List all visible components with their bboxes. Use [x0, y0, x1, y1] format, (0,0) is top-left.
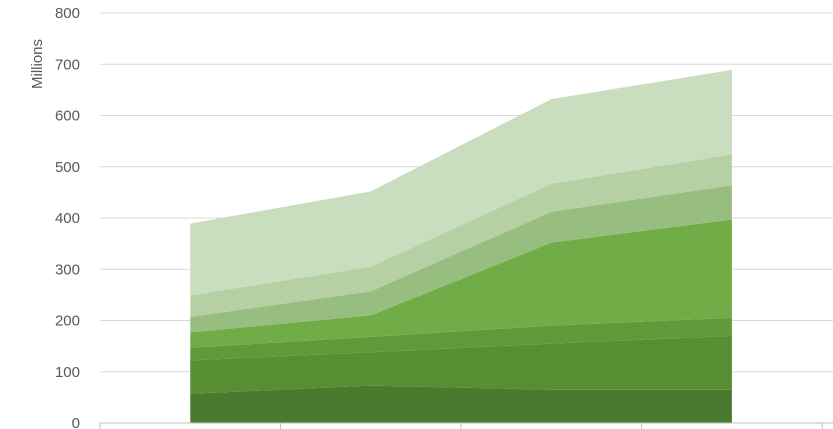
- area-series-7: [190, 69, 732, 296]
- y-tick-label: 200: [55, 313, 80, 330]
- y-tick-label: 0: [72, 415, 80, 429]
- y-tick-label: 600: [55, 108, 80, 125]
- y-tick-label: 400: [55, 210, 80, 227]
- y-tick-label: 500: [55, 159, 80, 176]
- y-tick-label: 800: [55, 5, 80, 22]
- area-series-2: [190, 335, 732, 394]
- area-series-3: [190, 317, 732, 361]
- area-series-5: [190, 185, 732, 333]
- area-series-group: [190, 69, 732, 423]
- area-series-4: [190, 219, 732, 348]
- y-tick-label: 700: [55, 56, 80, 73]
- area-series-1: [190, 385, 732, 423]
- y-tick-label: 300: [55, 261, 80, 278]
- area-series-6: [190, 154, 732, 317]
- axes: 0 100 200 300 400 500 600 700 800: [55, 5, 833, 429]
- y-tick-label: 100: [55, 364, 80, 381]
- y-axis-title: Millions: [29, 39, 46, 89]
